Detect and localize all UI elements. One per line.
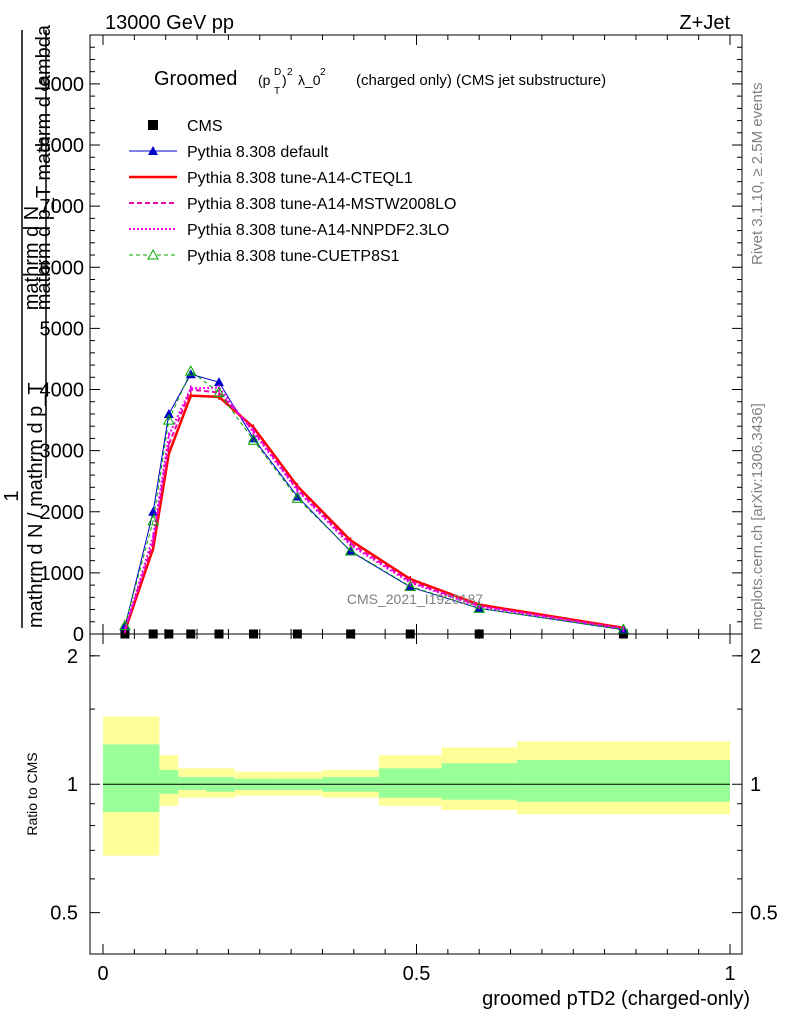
main-ytick-label-0: 0 xyxy=(73,624,84,646)
ylabel-bottom: mathrm d N / mathrm d p_T xyxy=(25,382,47,628)
series-1-marker-4 xyxy=(213,377,224,387)
main-ytick-label-1: 1000 xyxy=(40,563,85,585)
mcplots-label: mcplots.cern.ch [arXiv:1306.3436] xyxy=(749,403,766,630)
main-ytick-label-7: 7000 xyxy=(40,196,85,218)
process-label: Z+Jet xyxy=(679,12,730,34)
title-formula-square: 2 xyxy=(287,67,293,78)
series-5-marker-2 xyxy=(162,414,175,425)
ratio-band-green-1 xyxy=(159,769,179,794)
title-formula-open: (p xyxy=(258,72,271,88)
ratio-band-green-7 xyxy=(378,768,442,798)
ratio-ytick-label-right-2: 2 xyxy=(750,646,761,668)
series-line-5 xyxy=(124,370,624,630)
legend-label-3: Pythia 8.308 tune-A14-MSTW2008LO xyxy=(187,196,456,213)
title-main: Groomed xyxy=(154,68,237,90)
main-ytick-label-8: 8000 xyxy=(40,135,85,157)
plot-title: Groomed (p T D ) 2 λ_0 2 (charged only) … xyxy=(154,67,606,97)
series-5-marker-3 xyxy=(184,365,197,376)
series-5-marker-6 xyxy=(291,492,304,503)
ratio-xtick-label-1: 0.5 xyxy=(403,963,431,985)
legend-marker-1 xyxy=(148,146,158,155)
title-formula-lambda: λ_0 xyxy=(298,72,321,88)
legend-label-2: Pythia 8.308 tune-A14-CTEQL1 xyxy=(187,170,413,187)
title-formula-close: ) xyxy=(282,72,287,88)
legend: CMS Pythia 8.308 default Pythia 8.308 tune… xyxy=(129,118,456,265)
legend-marker-5 xyxy=(147,248,159,260)
title-tail: (charged only) (CMS jet substructure) xyxy=(356,72,606,89)
ratio-plot-panel: 0.5 0.5 1 1 2 2 0 0.5 1 xyxy=(50,633,778,985)
ylabel-one: 1 xyxy=(1,490,23,501)
ratio-band-green-2 xyxy=(178,776,207,790)
ratio-ytick-label-right-0: 0.5 xyxy=(750,903,778,925)
series-5-marker-10 xyxy=(617,623,630,634)
ratio-band-green-0 xyxy=(103,744,160,813)
title-formula-sup: D xyxy=(274,67,281,78)
legend-label-1: Pythia 8.308 default xyxy=(187,144,329,161)
main-ytick-label-2: 2000 xyxy=(40,502,85,524)
series-5-marker-1 xyxy=(147,514,160,526)
xlabel: groomed pTD2 (charged-only) xyxy=(482,988,750,1010)
series-5-marker-0 xyxy=(119,619,131,630)
series-5-marker-9 xyxy=(473,602,486,613)
main-ytick-label-5: 5000 xyxy=(40,318,85,340)
series-1-marker-0 xyxy=(119,621,130,631)
ratio-xtick-label-0: 0 xyxy=(97,963,108,985)
series-1-marker-2 xyxy=(163,408,174,418)
series-1-marker-3 xyxy=(185,369,196,379)
ratio-ytick-label-left-2: 2 xyxy=(67,646,78,668)
main-plot-panel: 0 1000 2000 3000 4000 5000 6000 7000 8000 9000 xyxy=(40,34,743,646)
ratio-ylabel: Ratio to CMS xyxy=(24,752,40,835)
series-1-marker-1 xyxy=(148,506,159,516)
main-ytick-label-3: 3000 xyxy=(40,441,85,463)
main-ytick-label-4: 4000 xyxy=(40,380,85,402)
legend-label-5: Pythia 8.308 tune-CUETP8S1 xyxy=(187,248,400,265)
energy-label: 13000 GeV pp xyxy=(105,12,234,34)
ratio-xtick-label-2: 1 xyxy=(724,963,735,985)
legend-label-0: CMS xyxy=(187,118,223,135)
series-5-marker-8 xyxy=(404,580,417,591)
ylabel-top: mathrm d N xyxy=(21,206,43,310)
ratio-ytick-label-left-1: 1 xyxy=(67,774,78,796)
ratio-band-green-8 xyxy=(441,763,517,800)
series-5-marker-7 xyxy=(344,544,357,556)
legend-cms-marker xyxy=(148,120,158,130)
rivet-label: Rivet 3.1.10, ≥ 2.5M events xyxy=(749,83,766,266)
title-formula-sub: T xyxy=(274,86,280,97)
ylabel-top-denominator: mathrm d p_T mathrm d lambda xyxy=(33,24,55,310)
series-5-marker-4 xyxy=(213,386,225,398)
main-ytick-label-9: 9000 xyxy=(40,74,85,96)
legend-label-4: Pythia 8.308 tune-A14-NNPDF2.3LO xyxy=(187,222,449,239)
main-ytick-label-6: 6000 xyxy=(40,257,85,279)
ratio-ytick-label-left-0: 0.5 xyxy=(50,903,78,925)
title-formula-lambda-sup: 2 xyxy=(320,67,326,78)
series-5-marker-5 xyxy=(247,434,260,445)
ratio-ytick-label-right-1: 1 xyxy=(750,774,761,796)
watermark: CMS_2021_I1920187 xyxy=(347,591,483,607)
ratio-band-green-9 xyxy=(516,759,730,802)
